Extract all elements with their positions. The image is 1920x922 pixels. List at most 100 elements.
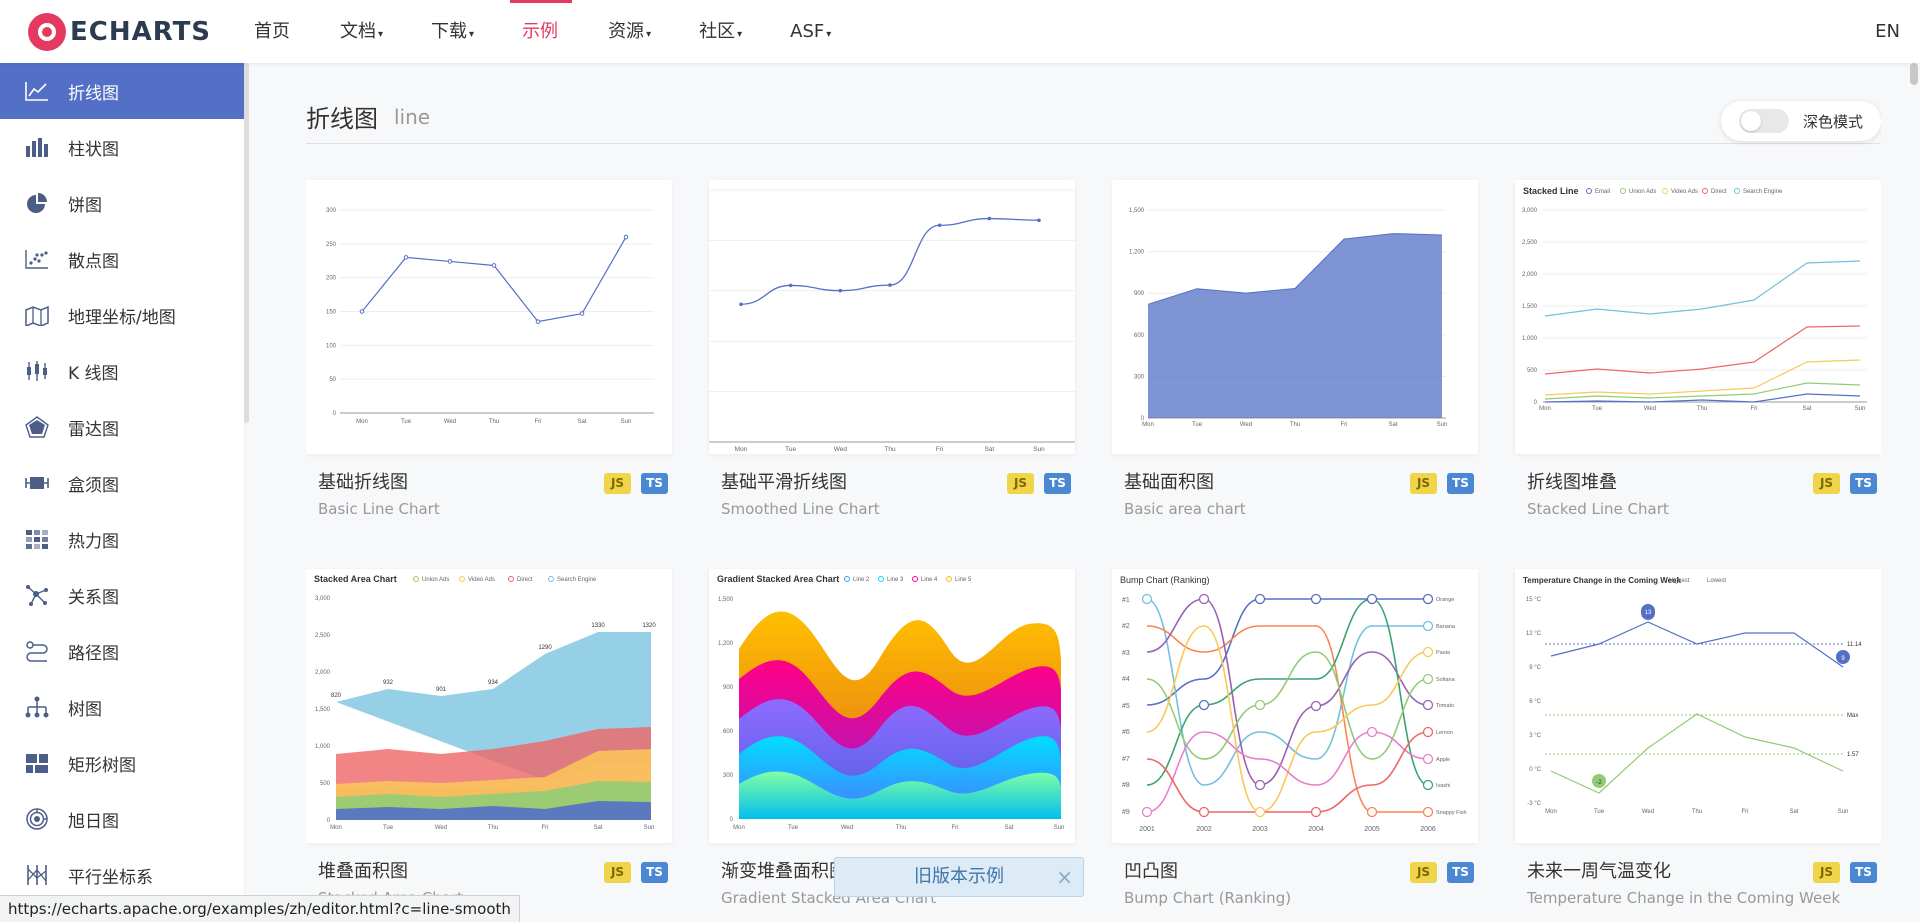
x-tick-label: Tue [788, 825, 799, 831]
js-badge[interactable]: JS [1813, 473, 1840, 494]
svg-text:1,500: 1,500 [1522, 304, 1538, 310]
nav-examples[interactable]: 示例 [498, 0, 584, 63]
old-version-banner[interactable]: 旧版本示例 × [834, 857, 1084, 897]
card-title[interactable]: 凹凸图 [1124, 861, 1178, 882]
nav-home[interactable]: 首页 [254, 21, 290, 42]
example-card-stacked-line[interactable]: Stacked Line Email Union Ads Video Ads D… [1515, 180, 1881, 540]
page-scrollbar[interactable] [1910, 63, 1918, 85]
svg-text:#9: #9 [1122, 809, 1130, 816]
chevron-down-icon: ▾ [737, 29, 743, 40]
sidebar-item-line[interactable]: 折线图 [0, 63, 244, 119]
x-tick-label: Mon [733, 825, 745, 831]
chart-thumbnail[interactable]: Gradient Stacked Area Chart Line 2 Line … [709, 569, 1075, 843]
x-tick-label: Mon [1142, 422, 1154, 428]
js-badge[interactable]: JS [1410, 473, 1437, 494]
chart-thumbnail[interactable]: Stacked Area Chart Union Ads Video Ads D… [306, 569, 672, 843]
ts-badge[interactable]: TS [1044, 473, 1071, 494]
chart-thumbnail[interactable]: Bump Chart (Ranking) #1 #2 #3 #4 #5 #6 #7 #8 #9 … [1112, 569, 1478, 843]
svg-text:-3 °C: -3 °C [1527, 801, 1541, 807]
js-badge[interactable]: JS [1813, 862, 1840, 883]
chart-thumbnail[interactable]: 300 250 200 150 100 50 0 Mon Tue Wed Thu Fri Sat Sun [306, 180, 672, 454]
sidebar-item-graph[interactable]: 关系图 [0, 567, 244, 623]
ts-badge[interactable]: TS [1850, 862, 1877, 883]
y-tick-label: 150 [326, 310, 337, 316]
card-title[interactable]: 渐变堆叠面积图 [721, 861, 847, 882]
dark-mode-toggle[interactable]: 深色模式 [1721, 101, 1881, 141]
chart-thumbnail[interactable]: Temperature Change in the Coming Week Hi… [1515, 569, 1881, 843]
sidebar-item-treemap[interactable]: 矩形树图 [0, 735, 244, 791]
x-tick-label: Fri [535, 419, 542, 425]
card-subtitle: Smoothed Line Chart [721, 500, 880, 518]
svg-text:3,000: 3,000 [1522, 208, 1538, 214]
ts-badge[interactable]: TS [1850, 473, 1877, 494]
js-badge[interactable]: JS [1410, 862, 1437, 883]
js-badge[interactable]: JS [604, 862, 631, 883]
nav-download[interactable]: 下载 ▾ [431, 21, 475, 42]
example-card-basic-line[interactable]: 300 250 200 150 100 50 0 Mon Tue Wed Thu Fri Sat Sun … [306, 180, 672, 540]
dark-mode-switch[interactable] [1739, 109, 1789, 133]
sidebar-item-lines[interactable]: 路径图 [0, 623, 244, 679]
language-switch[interactable]: EN [1875, 21, 1900, 42]
ts-badge[interactable]: TS [641, 862, 668, 883]
sidebar-item-heatmap[interactable]: 热力图 [0, 511, 244, 567]
ts-badge[interactable]: TS [641, 473, 668, 494]
sidebar-item-boxplot[interactable]: 盒须图 [0, 455, 244, 511]
card-title[interactable]: 基础折线图 [318, 472, 408, 493]
example-card-gradient-area[interactable]: Gradient Stacked Area Chart Line 2 Line … [709, 569, 1075, 922]
card-title[interactable]: 基础平滑折线图 [721, 472, 847, 493]
sidebar-item-candlestick[interactable]: K 线图 [0, 343, 244, 399]
svg-text:#6: #6 [1122, 729, 1130, 736]
js-badge[interactable]: JS [604, 473, 631, 494]
x-tick-label: Thu [489, 419, 499, 425]
y-tick-label: 300 [1134, 374, 1145, 380]
x-tick-label: Sun [1033, 446, 1045, 453]
chart-thumbnail[interactable]: 1,500 1,200 900 600 300 0 Mon Tue Wed Thu Fri Sat Su… [1112, 180, 1478, 454]
sidebar-scrollbar[interactable] [244, 63, 249, 423]
nav-docs[interactable]: 文档 ▾ [340, 21, 384, 42]
sidebar-item-parallel[interactable]: 平行坐标系 [0, 847, 244, 903]
svg-text:Bump Chart (Ranking): Bump Chart (Ranking) [1120, 575, 1210, 585]
bar-chart-icon [24, 136, 50, 158]
sidebar-item-tree[interactable]: 树图 [0, 679, 244, 735]
nav-community[interactable]: 社区 ▾ [699, 21, 743, 42]
svg-text:Tomato: Tomato [1436, 703, 1454, 709]
chart-thumbnail[interactable]: Mon Tue Wed Thu Fri Sat Sun [709, 180, 1075, 454]
svg-text:Snappy Fish: Snappy Fish [1436, 810, 1467, 816]
example-card-basic-area[interactable]: 1,500 1,200 900 600 300 0 Mon Tue Wed Thu Fri Sat Su… [1112, 180, 1478, 540]
svg-text:1,000: 1,000 [1522, 336, 1538, 342]
old-version-link[interactable]: 旧版本示例 [914, 866, 1004, 887]
example-card-bump[interactable]: Bump Chart (Ranking) #1 #2 #3 #4 #5 #6 #7 #8 #9 … [1112, 569, 1478, 922]
sidebar-item-sunburst[interactable]: 旭日图 [0, 791, 244, 847]
sidebar-item-map[interactable]: 地理坐标/地图 [0, 287, 244, 343]
x-tick-label: Sat [577, 419, 586, 425]
card-title[interactable]: 折线图堆叠 [1527, 472, 1617, 493]
example-card-smooth-line[interactable]: Mon Tue Wed Thu Fri Sat Sun 基础平滑折线图 Smoothed L… [709, 180, 1075, 540]
ts-badge[interactable]: TS [1447, 862, 1474, 883]
nav-asf[interactable]: ASF ▾ [790, 21, 832, 42]
sidebar-item-pie[interactable]: 饼图 [0, 175, 244, 231]
card-title[interactable]: 未来一周气温变化 [1527, 861, 1671, 882]
sidebar-item-label: 柱状图 [68, 139, 119, 160]
chart-thumbnail[interactable]: Stacked Line Email Union Ads Video Ads D… [1515, 180, 1881, 454]
sidebar-item-radar[interactable]: 雷达图 [0, 399, 244, 455]
js-badge[interactable]: JS [1007, 473, 1034, 494]
svg-text:Banana: Banana [1436, 624, 1456, 630]
chevron-down-icon: ▾ [826, 29, 832, 40]
y-tick-label: 600 [1134, 333, 1145, 339]
x-tick-label: Thu [896, 825, 906, 831]
example-card-stacked-area[interactable]: Stacked Area Chart Union Ads Video Ads D… [306, 569, 672, 922]
lines-icon [24, 640, 50, 662]
chart-type-sidebar: 折线图 柱状图 饼图 散点图 地理坐标/地图 K 线图 雷达图 盒须图 热力图 … [0, 63, 245, 922]
close-icon[interactable]: × [1056, 865, 1073, 889]
card-title[interactable]: 堆叠面积图 [318, 861, 408, 882]
x-tick-label: Sat [1004, 825, 1013, 831]
x-tick-label: Fri [1742, 809, 1749, 815]
card-title[interactable]: 基础面积图 [1124, 472, 1214, 493]
svg-text:1290: 1290 [538, 645, 552, 651]
echarts-logo[interactable]: ECHARTS [28, 12, 211, 52]
ts-badge[interactable]: TS [1447, 473, 1474, 494]
sidebar-item-bar[interactable]: 柱状图 [0, 119, 244, 175]
example-card-temperature[interactable]: Temperature Change in the Coming Week Hi… [1515, 569, 1881, 922]
sidebar-item-scatter[interactable]: 散点图 [0, 231, 244, 287]
nav-resources[interactable]: 资源 ▾ [608, 21, 652, 42]
